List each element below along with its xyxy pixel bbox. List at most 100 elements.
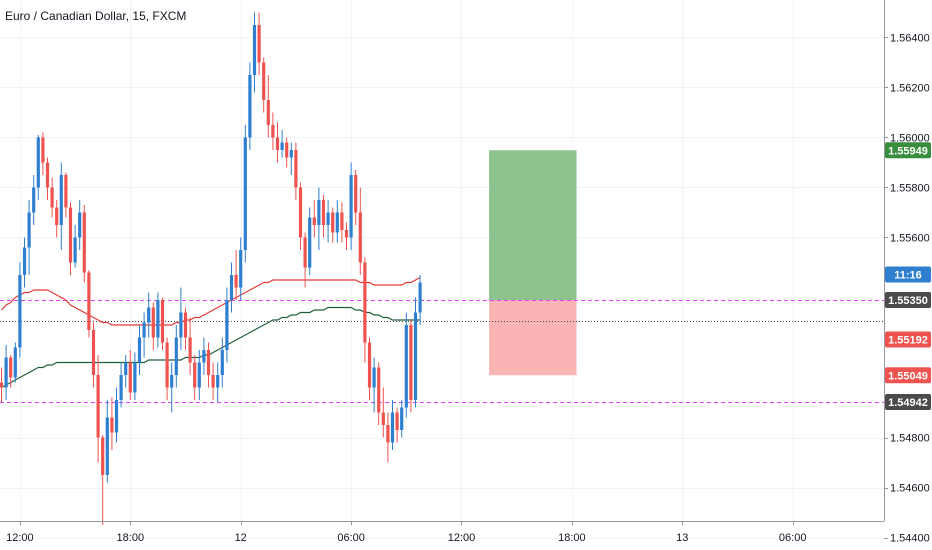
candle-body <box>349 175 353 238</box>
candle <box>55 200 59 238</box>
moving-averages <box>1 276 421 389</box>
candle-body <box>294 150 298 188</box>
candle-body <box>372 367 376 388</box>
candle-body <box>243 137 247 250</box>
candle <box>128 350 132 400</box>
chart-title: Euro / Canadian Dollar, 15, FXCM <box>5 9 186 23</box>
candle-body <box>9 357 13 378</box>
price-badge-box <box>885 331 931 348</box>
candle <box>36 135 40 200</box>
candle-body <box>386 425 390 443</box>
candle <box>266 75 270 138</box>
candle-body <box>18 275 22 348</box>
candle <box>73 225 77 268</box>
candle <box>87 270 91 338</box>
candle-body <box>137 337 142 363</box>
candle-body <box>68 207 73 263</box>
candle-body <box>252 25 257 75</box>
candle <box>317 187 321 250</box>
candle <box>395 407 399 443</box>
candle-body <box>55 207 59 225</box>
candle <box>372 357 376 413</box>
candle <box>262 57 266 113</box>
candle-body <box>64 175 68 208</box>
candle-body <box>234 275 238 288</box>
candle <box>206 342 211 388</box>
candle <box>312 200 316 238</box>
take-profit-zone[interactable] <box>489 150 577 300</box>
candle <box>82 205 86 283</box>
position-tool[interactable] <box>489 150 577 376</box>
candle <box>137 325 142 375</box>
candle-body <box>133 362 137 393</box>
candle <box>220 337 224 388</box>
candle <box>160 297 165 350</box>
candle <box>174 325 178 388</box>
candles <box>0 12 422 525</box>
candle <box>45 157 50 200</box>
moving-average-green <box>1 306 421 389</box>
candle-body <box>124 362 128 375</box>
price-tick-label: 1.56400 <box>890 33 930 45</box>
candle-body <box>82 212 86 273</box>
candle <box>197 350 201 400</box>
candle-body <box>188 337 192 363</box>
candle-body <box>225 300 229 350</box>
candle-body <box>59 175 63 225</box>
candle-body <box>193 362 197 388</box>
candle <box>142 312 146 358</box>
candle-body <box>340 212 344 230</box>
candle-body <box>404 325 408 408</box>
price-tick-label: 1.56000 <box>890 133 930 145</box>
price-badge-box <box>885 292 931 308</box>
candle-body <box>105 417 109 475</box>
candle-body <box>202 350 206 363</box>
candle <box>280 130 284 158</box>
price-tick-label: 1.54400 <box>890 533 930 545</box>
candle-body <box>36 137 40 188</box>
candle-body <box>220 350 224 375</box>
price-badge: 1.55049 <box>885 367 931 384</box>
candle <box>358 187 362 275</box>
candle-body <box>91 330 96 375</box>
candle <box>202 337 206 375</box>
candle-body <box>216 375 220 388</box>
price-tick-label: 1.54600 <box>890 483 930 495</box>
candle <box>68 202 73 275</box>
candle <box>303 232 307 288</box>
price-axis[interactable]: 1.56400 1.56200 1.56000 1.55800 1.55600 1.548… <box>884 33 930 545</box>
candle <box>96 355 100 463</box>
candle-body <box>179 312 183 338</box>
candle-body <box>390 412 395 443</box>
candle-body <box>32 187 36 213</box>
candle-body <box>229 275 234 300</box>
candle <box>239 237 243 300</box>
stop-loss-zone[interactable] <box>489 300 577 376</box>
candle <box>78 200 82 250</box>
candle <box>248 62 252 150</box>
price-badge-label: 1.55192 <box>888 335 928 347</box>
candle <box>252 12 257 93</box>
candle <box>363 257 367 363</box>
candle <box>257 12 261 75</box>
candle <box>114 387 119 443</box>
candle <box>340 202 344 243</box>
candle-body <box>317 200 321 225</box>
price-badge: 1.55192 <box>885 331 931 348</box>
candle <box>271 112 275 150</box>
candle <box>331 207 335 243</box>
moving-average-red <box>1 276 421 326</box>
candle <box>367 337 372 400</box>
candle-body <box>156 300 160 338</box>
candle-body <box>50 187 54 208</box>
candle <box>193 355 197 400</box>
candle-body <box>363 262 367 343</box>
time-axis[interactable]: 12:00 18:00 12 06:00 12:00 18:00 13 06:00 <box>6 521 806 544</box>
candle <box>390 400 395 450</box>
candle <box>183 307 188 350</box>
candle-body <box>0 382 4 388</box>
candle-body <box>395 412 399 430</box>
candle-body <box>271 125 275 138</box>
